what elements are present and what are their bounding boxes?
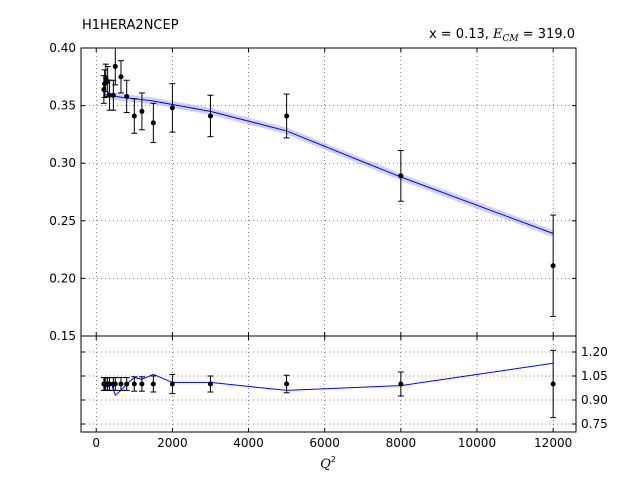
- top-data-point-6: [112, 63, 118, 69]
- bottom-ratio-point-4: [107, 381, 113, 387]
- bottom-ratio-point-12: [169, 381, 175, 387]
- x-tick-label-4: 8000: [386, 436, 417, 450]
- top-data-point-14: [284, 113, 290, 119]
- bottom-panel-frame: [80, 335, 577, 433]
- top-data-points: [100, 47, 557, 317]
- bottom-ratio-point-9: [131, 381, 137, 387]
- top-data-point-8: [124, 93, 130, 99]
- title-right-sub: CM: [503, 34, 520, 44]
- bottom-y-tick-label-2: 1.05: [581, 369, 608, 383]
- bottom-ratio-point-6: [112, 381, 118, 387]
- bottom-ratio-point-16: [550, 381, 556, 387]
- top-y-tick-label-3: 0.30: [49, 156, 76, 170]
- title-right-var: E: [492, 27, 503, 42]
- x-tick-label-2: 4000: [233, 436, 264, 450]
- x-axis-label-sup: 2: [331, 455, 336, 464]
- chart-title-right: x = 0.13, ECM = 319.0: [429, 27, 575, 44]
- x-tick-label-6: 12000: [534, 436, 572, 450]
- title-right-prefix: x = 0.13,: [429, 27, 493, 42]
- top-data-point-13: [207, 113, 213, 119]
- top-y-tick-label-5: 0.40: [49, 41, 76, 55]
- top-data-point-16: [550, 263, 556, 269]
- bottom-ratio-point-10: [139, 381, 145, 387]
- top-data-point-7: [118, 74, 124, 80]
- x-tick-label-0: 0: [92, 436, 100, 450]
- chart-title-left: H1HERA2NCEP: [82, 18, 179, 33]
- top-data-point-15: [398, 173, 404, 179]
- bottom-ratio-point-15: [398, 381, 404, 387]
- top-y-tick-label-1: 0.20: [49, 271, 76, 285]
- x-tick-label-3: 6000: [309, 436, 340, 450]
- bottom-ratio-points: [100, 349, 557, 419]
- bottom-y-ticks: 0.75 0.90 1.05 1.20: [81, 345, 608, 431]
- top-y-tick-label-0: 0.15: [49, 329, 76, 343]
- top-data-point-9: [131, 113, 137, 119]
- x-tick-label-5: 10000: [458, 436, 496, 450]
- top-data-point-11: [150, 120, 156, 126]
- top-y-ticks: 0.15 0.20 0.25 0.30 0.35 0.40: [49, 41, 576, 343]
- bottom-y-tick-label-0: 0.75: [581, 417, 608, 431]
- x-ticks: 0 2000 4000 6000 8000 10000 12000: [92, 48, 572, 450]
- top-data-point-4: [107, 92, 113, 98]
- bottom-ratio-point-14: [284, 381, 290, 387]
- x-axis-label-var: Q: [320, 457, 331, 472]
- bottom-y-tick-label-3: 1.20: [581, 345, 608, 359]
- top-y-tick-label-2: 0.25: [49, 214, 76, 228]
- x-tick-label-1: 2000: [157, 436, 188, 450]
- top-data-point-10: [139, 108, 145, 114]
- bottom-ratio-point-7: [118, 381, 124, 387]
- top-data-point-5: [110, 92, 116, 98]
- top-data-point-12: [169, 105, 175, 111]
- bottom-y-tick-label-1: 0.90: [581, 393, 608, 407]
- x-axis-label: Q2: [320, 455, 336, 472]
- bottom-ratio-point-11: [150, 381, 156, 387]
- top-y-tick-label-4: 0.35: [49, 99, 76, 113]
- bottom-ratio-point-13: [207, 381, 213, 387]
- bottom-ratio-point-8: [124, 381, 130, 387]
- title-right-suffix: = 319.0: [519, 27, 575, 42]
